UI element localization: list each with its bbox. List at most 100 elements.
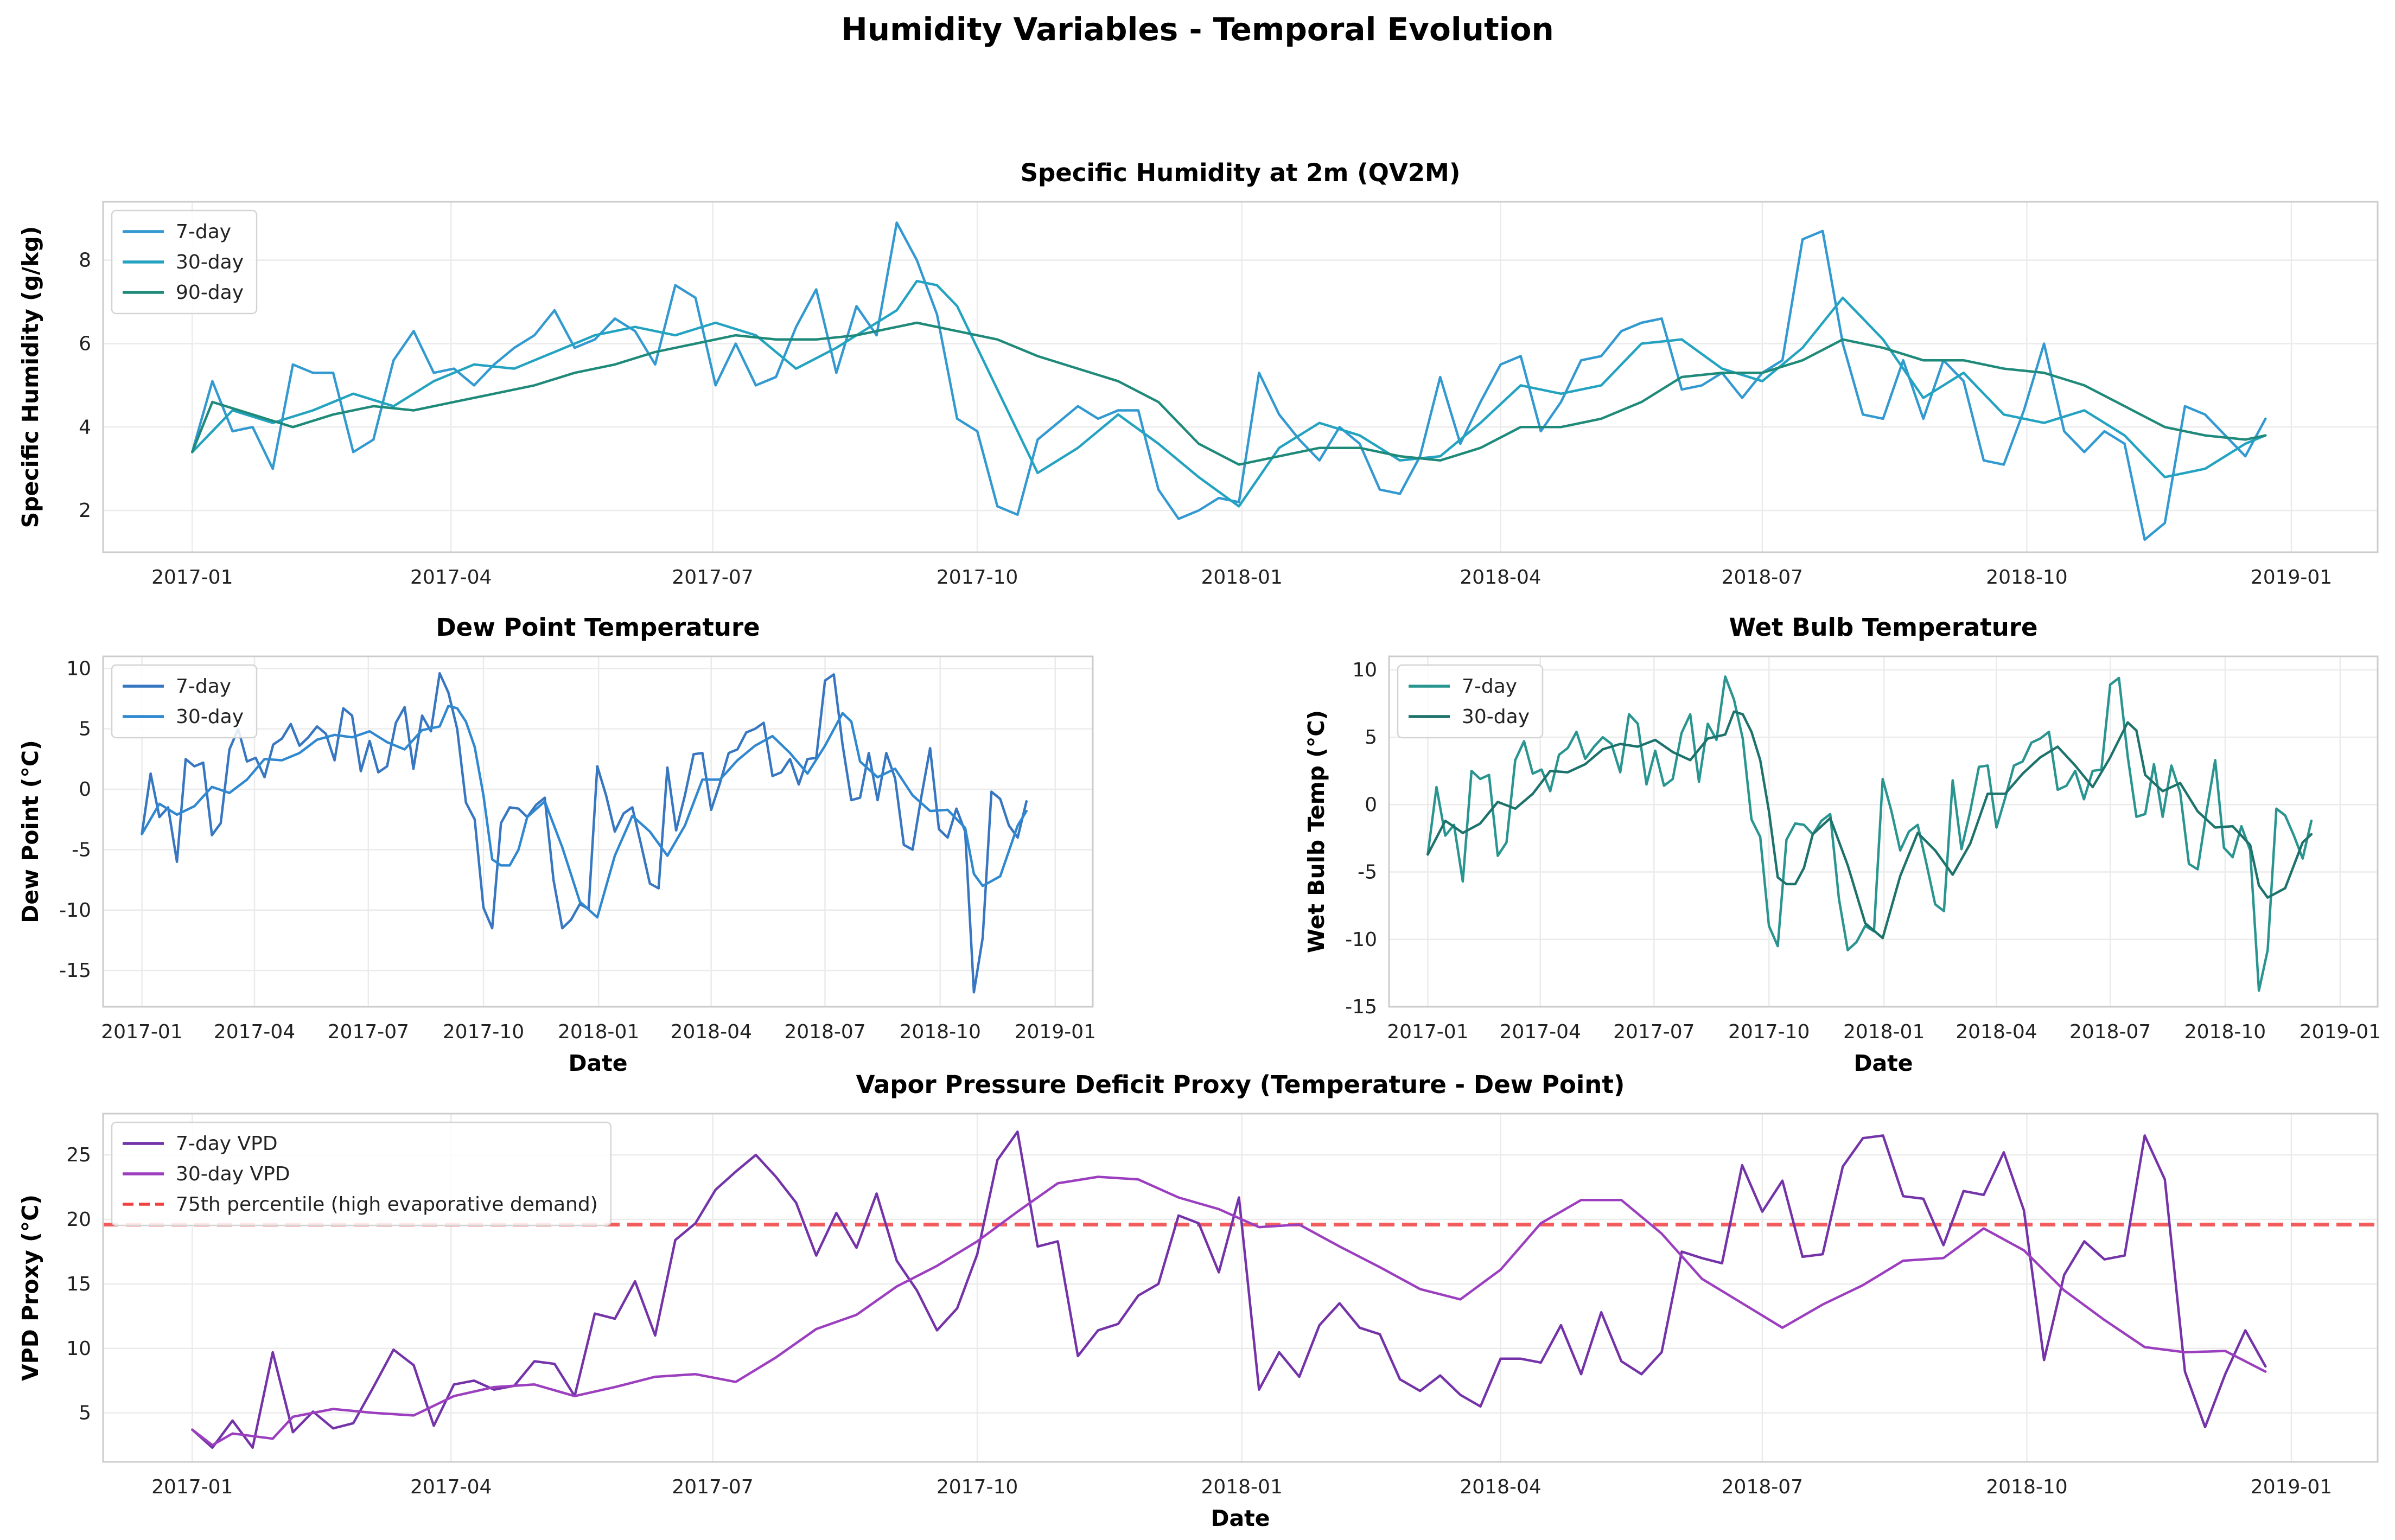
x-tick-label: 2019-01: [2251, 1476, 2332, 1498]
legend-label: 75th percentile (high evaporative demand…: [176, 1193, 598, 1216]
y-tick-label: -15: [1345, 996, 1377, 1018]
y-tick-label: -10: [1345, 929, 1377, 951]
y-tick-label: 10: [66, 657, 91, 680]
x-tick-label: 2018-01: [1201, 1476, 1282, 1498]
y-tick-label: 20: [66, 1209, 91, 1231]
x-tick-label: 2017-07: [328, 1021, 409, 1043]
legend-label: 30-day VPD: [176, 1163, 290, 1185]
legend-box: [111, 209, 258, 315]
figure-title: Humidity Variables - Temporal Evolution: [841, 11, 1553, 48]
legend-label: 30-day: [1462, 706, 1530, 728]
x-tick-label: 2017-10: [937, 566, 1018, 589]
x-tick-label: 2018-01: [1843, 1021, 1925, 1043]
legend-label: 7-day: [176, 675, 231, 698]
x-tick-label: 2017-07: [672, 566, 753, 589]
x-tick-label: 2018-01: [1201, 566, 1282, 589]
legend-box: [111, 664, 258, 739]
x-tick-label: 2017-04: [1500, 1021, 1581, 1043]
series-line-30-day-vpd: [191, 1175, 2267, 1447]
x-tick-label: 2017-04: [410, 1476, 492, 1498]
x-tick-label: 2017-04: [410, 566, 492, 589]
specific-humidity-panel: 2017-01 2017-04 2017-07 2017-10 2018-01 2018-…: [17, 158, 2379, 589]
y-tick-label: 5: [79, 718, 91, 740]
legend-box: [1397, 664, 1544, 739]
series-line-90-day: [191, 321, 2267, 466]
x-tick-label: 2018-10: [1986, 1476, 2067, 1498]
panel-title: Specific Humidity at 2m (QV2M): [1021, 158, 1461, 187]
legend-label: 30-day: [176, 251, 244, 273]
x-tick-label: 2017-07: [672, 1476, 753, 1498]
x-tick-label: 2017-01: [151, 566, 233, 589]
plot-frame: [102, 1113, 2379, 1463]
y-axis-label: Specific Humidity (g/kg): [17, 226, 43, 528]
x-tick-label: 2017-10: [1728, 1021, 1810, 1043]
x-tick-label: 2019-01: [2251, 566, 2332, 589]
panel-title: Wet Bulb Temperature: [1729, 613, 2037, 642]
legend-label: 7-day: [1462, 675, 1517, 698]
x-tick-label: 2018-01: [558, 1021, 639, 1043]
y-tick-label: -10: [59, 899, 91, 922]
series-line-30-day: [191, 279, 2267, 508]
y-tick-label: 4: [79, 416, 91, 438]
wet-bulb-panel: 2017-01 2017-04 2017-07 2017-10 2018-01 2018-…: [1303, 613, 2381, 1076]
legend-label: 30-day: [176, 706, 244, 728]
x-tick-label: 2018-04: [1956, 1021, 2037, 1043]
x-tick-label: 2019-01: [2300, 1021, 2381, 1043]
y-tick-label: -15: [59, 960, 91, 982]
x-tick-label: 2017-04: [214, 1021, 295, 1043]
x-tick-label: 2018-07: [784, 1021, 865, 1043]
legend: 7-day 30-day 90-day: [111, 209, 258, 315]
series-line-30-day: [1426, 710, 2313, 940]
vpd-panel: 2017-01 2017-04 2017-07 2017-10 2018-01 2018-…: [17, 1070, 2379, 1531]
dew-point-panel: 2017-01 2017-04 2017-07 2017-10 2018-01 2018-…: [17, 613, 1096, 1076]
y-tick-label: 5: [1365, 726, 1377, 749]
x-tick-label: 2018-07: [1722, 1476, 1803, 1498]
x-axis-label: Date: [1853, 1050, 1913, 1076]
x-axis-label: Date: [1211, 1505, 1270, 1531]
x-tick-label: 2018-04: [670, 1021, 751, 1043]
y-tick-label: 10: [66, 1338, 91, 1360]
series-line-7-day: [1426, 675, 2313, 992]
plot-frame: [102, 201, 2379, 553]
y-tick-label: 6: [79, 333, 91, 355]
x-tick-label: 2018-07: [1722, 566, 1803, 589]
panel-title: Dew Point Temperature: [436, 613, 760, 642]
x-tick-label: 2019-01: [1015, 1021, 1096, 1043]
y-tick-label: 15: [66, 1273, 91, 1295]
y-tick-label: -5: [1358, 861, 1377, 884]
series-line-30-day: [141, 705, 1028, 919]
y-tick-label: 0: [79, 778, 91, 801]
y-axis-label: VPD Proxy (°C): [17, 1194, 43, 1381]
y-tick-label: 0: [1365, 794, 1377, 816]
y-axis-label: Dew Point (°C): [17, 740, 43, 923]
x-axis-label: Date: [568, 1050, 627, 1076]
x-tick-label: 2018-07: [2069, 1021, 2151, 1043]
x-tick-label: 2018-10: [1986, 566, 2067, 589]
legend-box: [111, 1121, 612, 1226]
x-tick-label: 2017-07: [1613, 1021, 1695, 1043]
y-axis-label: Wet Bulb Temp (°C): [1303, 710, 1329, 953]
x-tick-label: 2017-10: [443, 1021, 524, 1043]
panel-title: Vapor Pressure Deficit Proxy (Temperatur…: [856, 1070, 1625, 1099]
y-tick-label: 5: [79, 1402, 91, 1424]
legend: 7-day 30-day: [111, 664, 258, 739]
plot-frame: [1388, 655, 2379, 1008]
x-tick-label: 2018-04: [1460, 1476, 1541, 1498]
x-tick-label: 2018-10: [899, 1021, 980, 1043]
x-tick-label: 2018-04: [1460, 566, 1541, 589]
legend-label: 90-day: [176, 282, 244, 304]
y-tick-label: 10: [1352, 659, 1377, 681]
plot-frame: [102, 655, 1094, 1008]
y-tick-label: 2: [79, 500, 91, 522]
x-tick-label: 2017-10: [937, 1476, 1018, 1498]
x-tick-label: 2017-01: [151, 1476, 233, 1498]
series-line-7-day-vpd: [191, 1130, 2267, 1449]
x-tick-label: 2017-01: [101, 1021, 182, 1043]
y-tick-label: 25: [66, 1144, 91, 1166]
legend: 7-day VPD 30-day VPD 75th percentile (high…: [111, 1121, 612, 1226]
legend: 7-day 30-day: [1397, 664, 1544, 739]
legend-label: 7-day: [176, 221, 231, 243]
x-tick-label: 2018-10: [2184, 1021, 2266, 1043]
legend-label: 7-day VPD: [176, 1133, 278, 1155]
